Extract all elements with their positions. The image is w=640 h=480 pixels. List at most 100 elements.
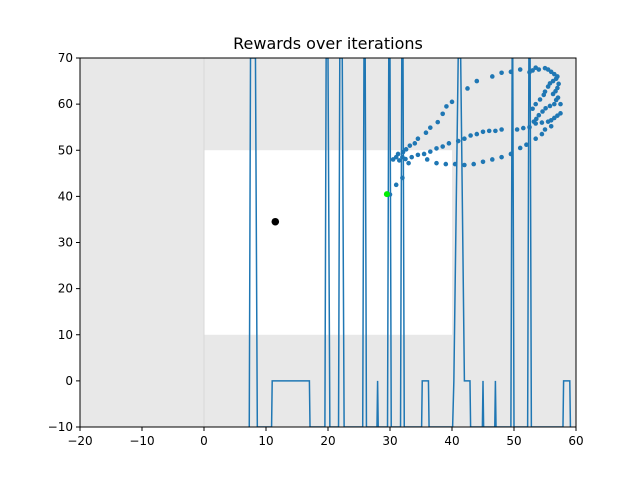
scatter-point bbox=[539, 120, 545, 125]
chart-title: Rewards over iterations bbox=[233, 34, 423, 53]
scatter-point bbox=[490, 157, 495, 162]
scatter-point bbox=[556, 81, 561, 87]
scatter-point bbox=[517, 145, 523, 151]
y-tick-label: 50 bbox=[58, 143, 73, 157]
scatter-point bbox=[499, 154, 504, 160]
scatter-point bbox=[536, 67, 542, 72]
scatter-point bbox=[530, 68, 535, 73]
scatter-point bbox=[539, 131, 545, 137]
scatter-point bbox=[428, 125, 433, 130]
scatter-point bbox=[550, 91, 556, 97]
scatter-point bbox=[421, 151, 427, 157]
scatter-point bbox=[446, 141, 452, 146]
scatter-point bbox=[403, 147, 409, 152]
scatter-point bbox=[540, 109, 545, 114]
scatter-point bbox=[444, 104, 449, 109]
x-tick-label: −20 bbox=[67, 434, 92, 448]
scatter-point bbox=[548, 123, 554, 129]
scatter-point bbox=[486, 128, 492, 134]
x-tick-label: 50 bbox=[506, 434, 521, 448]
scatter-point bbox=[490, 74, 495, 79]
scatter-point bbox=[397, 158, 402, 163]
scatter-point bbox=[474, 131, 480, 137]
goal-marker bbox=[383, 191, 390, 198]
y-tick-label: 70 bbox=[58, 51, 73, 65]
scatter-point bbox=[471, 161, 477, 167]
scatter-point bbox=[400, 175, 405, 181]
scatter-point bbox=[434, 160, 439, 166]
scatter-point bbox=[530, 106, 535, 112]
y-tick-label: 40 bbox=[58, 189, 73, 203]
y-tick-label: 0 bbox=[65, 374, 73, 388]
outside-region bbox=[80, 58, 204, 427]
scatter-point bbox=[407, 143, 413, 148]
scatter-point bbox=[527, 124, 532, 130]
scatter-point bbox=[533, 121, 538, 126]
scatter-point bbox=[542, 89, 548, 94]
scatter-point bbox=[545, 84, 551, 89]
scatter-point bbox=[547, 103, 553, 109]
scatter-point bbox=[440, 144, 446, 149]
x-tick-label: 10 bbox=[258, 434, 273, 448]
scatter-point bbox=[521, 125, 526, 131]
x-tick-label: 0 bbox=[200, 434, 208, 448]
scatter-point bbox=[537, 97, 543, 102]
y-tick-label: −10 bbox=[48, 420, 73, 434]
scatter-point bbox=[400, 149, 406, 155]
x-tick-label: 60 bbox=[568, 434, 583, 448]
scatter-point bbox=[452, 161, 458, 167]
scatter-point bbox=[395, 151, 401, 157]
scatter-point bbox=[514, 127, 520, 132]
scatter-point bbox=[412, 141, 418, 146]
scatter-point bbox=[423, 130, 429, 136]
y-tick-label: 10 bbox=[58, 328, 73, 342]
scatter-point bbox=[393, 182, 399, 188]
scatter-point bbox=[443, 161, 449, 167]
scatter-point bbox=[542, 127, 548, 132]
scatter-point bbox=[409, 154, 415, 160]
scatter-point bbox=[428, 149, 433, 154]
scatter-point bbox=[480, 159, 486, 165]
y-tick-label: 60 bbox=[58, 97, 73, 111]
y-tick-label: 30 bbox=[58, 236, 73, 250]
scatter-point bbox=[415, 152, 421, 158]
scatter-point bbox=[462, 136, 467, 142]
scatter-point bbox=[434, 146, 439, 151]
scatter-point bbox=[462, 162, 467, 168]
scatter-point bbox=[533, 101, 538, 107]
scatter-point bbox=[533, 136, 538, 142]
scatter-point bbox=[517, 67, 523, 72]
scatter-point bbox=[558, 101, 563, 107]
scatter-point bbox=[499, 127, 504, 132]
scatter-point bbox=[440, 111, 446, 117]
scatter-point bbox=[468, 133, 473, 138]
scatter-point bbox=[543, 105, 548, 111]
scatter-point bbox=[508, 69, 514, 75]
scatter-point bbox=[406, 160, 411, 166]
x-tick-label: −10 bbox=[129, 434, 154, 448]
y-tick-label: 20 bbox=[58, 282, 73, 296]
scatter-point bbox=[474, 78, 480, 84]
scatter-point bbox=[435, 119, 441, 125]
scatter-point bbox=[415, 136, 421, 142]
scatter-point bbox=[545, 119, 551, 124]
scatter-point bbox=[553, 97, 559, 103]
scatter-point bbox=[536, 112, 542, 118]
scatter-point bbox=[424, 157, 430, 162]
series-line-0 bbox=[248, 58, 572, 427]
scatter-point bbox=[455, 138, 461, 144]
scatter-point bbox=[449, 99, 455, 105]
scatter-point bbox=[552, 101, 557, 107]
scatter-point bbox=[508, 151, 514, 157]
scatter-point bbox=[524, 142, 529, 148]
scatter-point bbox=[465, 86, 470, 91]
scatter-point bbox=[499, 70, 504, 76]
scatter-point bbox=[480, 129, 486, 135]
agent-marker bbox=[271, 217, 280, 226]
x-tick-label: 20 bbox=[320, 434, 335, 448]
scatter-point bbox=[403, 156, 408, 162]
x-tick-label: 30 bbox=[382, 434, 397, 448]
scatter-point bbox=[493, 128, 498, 134]
